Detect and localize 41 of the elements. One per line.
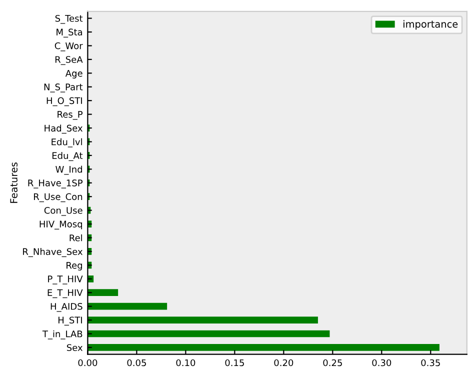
bar bbox=[88, 302, 168, 310]
y-tick-label: Sex bbox=[66, 344, 83, 352]
x-tick-label: 0.35 bbox=[421, 359, 440, 366]
y-tick-label: HIV_Mosq bbox=[40, 220, 82, 230]
x-tick-label: 0.20 bbox=[274, 359, 294, 366]
y-tick-label: R_Nhave_Sex bbox=[23, 248, 83, 258]
y-tick-label: E_T_HIV bbox=[48, 289, 83, 298]
bar bbox=[88, 330, 330, 338]
y-tick-label: R_Use_Con bbox=[34, 193, 82, 202]
x-tick-label: 0.05 bbox=[127, 359, 146, 366]
y-tick-label: T_in_LAB bbox=[42, 330, 82, 340]
y-tick-label: C_Wor bbox=[54, 42, 83, 52]
y-tick-label: W_Ind bbox=[56, 166, 82, 175]
y-tick-label: M_Sta bbox=[56, 28, 82, 38]
y-tick-label: R_SeA bbox=[55, 56, 83, 65]
y-tick-label: H_AIDS bbox=[50, 302, 82, 312]
y-tick-label: N_S_Part bbox=[44, 84, 83, 92]
legend-label: importance bbox=[404, 20, 458, 30]
bar bbox=[88, 344, 440, 351]
y-tick-label: P_T_HIV bbox=[48, 276, 83, 284]
x-tick-label: 0.10 bbox=[176, 359, 196, 366]
y-tick-label: Had_Sex bbox=[44, 124, 83, 134]
x-tick-label: 0.00 bbox=[78, 359, 98, 366]
y-tick-label: Reg bbox=[66, 262, 82, 270]
y-axis-title: Features bbox=[10, 162, 18, 203]
y-tick-label: Rel bbox=[70, 234, 82, 242]
bar bbox=[88, 289, 118, 296]
y-tick-label: R_Have_1SP bbox=[28, 180, 83, 188]
y-tick-label: Con_Use bbox=[44, 206, 82, 216]
bar bbox=[88, 316, 318, 324]
y-tick-label: H_STI bbox=[58, 316, 82, 326]
y-tick-label: S_Test bbox=[55, 14, 83, 24]
x-tick-label: 0.15 bbox=[225, 359, 244, 366]
x-tick-label: 0.30 bbox=[372, 359, 392, 366]
y-tick-label: H_O_STI bbox=[46, 97, 82, 106]
y-tick-label: Age bbox=[65, 70, 82, 78]
x-tick-label: 0.25 bbox=[323, 359, 342, 366]
y-tick-label: Edu_At bbox=[52, 152, 83, 162]
y-tick-label: Edu_lvl bbox=[52, 138, 82, 148]
bar bbox=[88, 275, 94, 282]
y-tick-label: Res_P bbox=[58, 111, 83, 120]
